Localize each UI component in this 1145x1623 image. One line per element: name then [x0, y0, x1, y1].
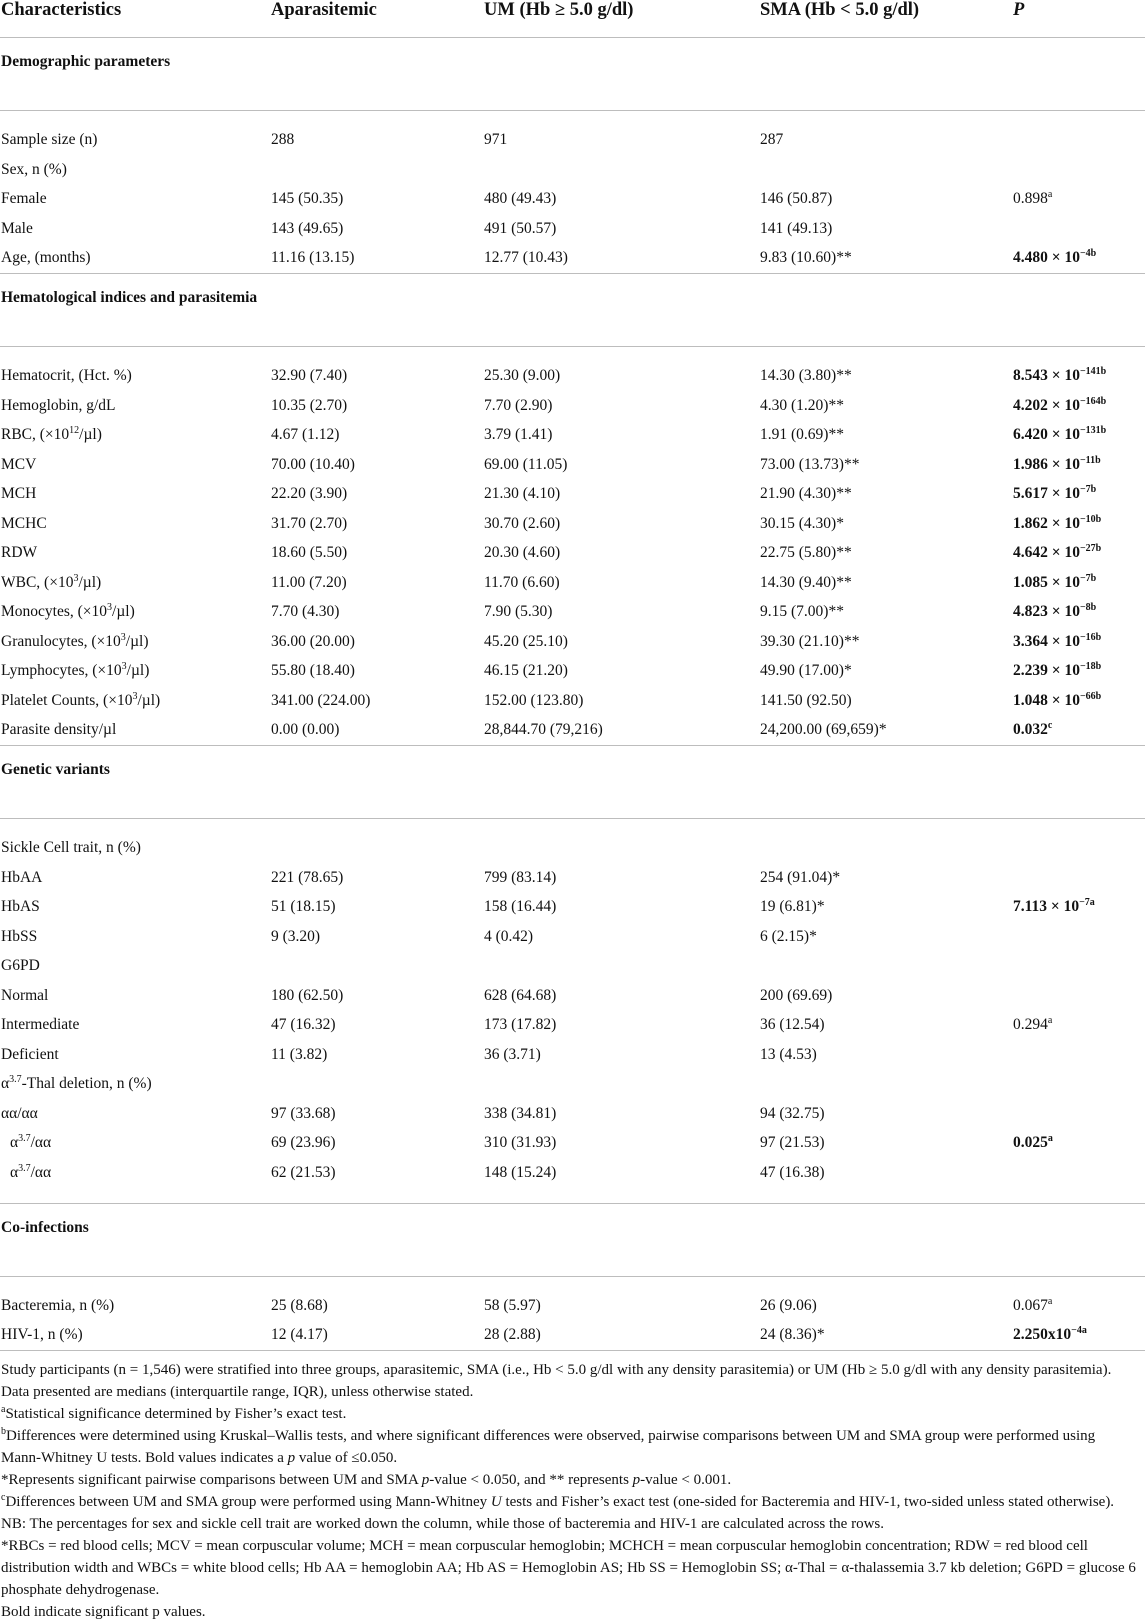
footnote: Data presented are medians (interquartil…	[1, 1384, 474, 1400]
section-demographic: Demographic parameters	[0, 37, 1145, 111]
header-aparasitemic: Aparasitemic	[270, 0, 483, 38]
table-row: Parasite density/µl 0.00 (0.00) 28,844.70 …	[1, 720, 1053, 739]
table-row: Deficient 11 (3.82) 36 (3.71) 13 (4.53)	[1, 1045, 817, 1063]
table-row: Granulocytes, (×103/µl) 36.00 (20.00) 45.…	[1, 631, 1102, 650]
table-row: MCHC 31.70 (2.70) 30.70 (2.60) 30.15 (4.30)…	[1, 513, 1102, 532]
table-row: Hematocrit, (Hct. %) 32.90 (7.40) 25.30 (9…	[1, 366, 1107, 385]
section-coinfections: Co-infections	[0, 1203, 1145, 1277]
characteristics-table: Characteristics Aparasitemic UM (Hb ≥ 5.…	[0, 0, 1145, 1351]
table-row: Intermediate 47 (16.32) 173 (17.82) 36 (12.…	[1, 1015, 1053, 1034]
table-row: Sickle Cell trait, n (%)	[1, 839, 141, 856]
table-row: Platelet Counts, (×103/µl) 341.00 (224.0…	[1, 690, 1102, 709]
footnote: aStatistical significance determined by …	[1, 1404, 347, 1423]
table-row: αα/αα 97 (33.68) 338 (34.81) 94 (32.75)	[1, 1104, 825, 1122]
footnote: *Represents significant pairwise compari…	[1, 1472, 732, 1488]
table-row: Age, (months) 11.16 (13.15) 12.77 (10.43) 9…	[1, 248, 1097, 267]
table-row: α3.7-Thal deletion, n (%)	[1, 1074, 152, 1093]
table-row: α3.7/αα 69 (23.96) 310 (31.93) 97 (21.53) …	[10, 1133, 1053, 1152]
table-row: Bacteremia, n (%) 25 (8.68) 58 (5.97) 26 (9…	[1, 1295, 1053, 1314]
table-row: HbAS 51 (18.15) 158 (16.44) 19 (6.81)* 7.11…	[1, 897, 1095, 916]
table-row: RBC, (×1012/µl) 4.67 (1.12) 3.79 (1.41) 1.…	[1, 425, 1107, 444]
table-row: HIV-1, n (%) 12 (4.17) 28 (2.88) 24 (8.36)*…	[0, 1320, 1145, 1351]
table-row: G6PD	[1, 957, 40, 975]
header-p: P	[1012, 0, 1145, 38]
table-row: Lymphocytes, (×103/µl) 55.80 (18.40) 46.1…	[1, 661, 1102, 680]
table-row: Hemoglobin, g/dL 10.35 (2.70) 7.70 (2.90) 4…	[1, 395, 1107, 414]
table-row: RDW 18.60 (5.50) 20.30 (4.60) 22.75 (5.80)*…	[1, 543, 1102, 562]
table-row: MCH 22.20 (3.90) 21.30 (4.10) 21.90 (4.30)*…	[1, 484, 1097, 503]
table-footnotes: Study participants (n = 1,546) were stra…	[0, 1351, 1145, 1623]
table-row: HbSS 9 (3.20) 4 (0.42) 6 (2.15)*	[1, 927, 817, 945]
table-row: Sex, n (%)	[1, 160, 67, 178]
footnote: cDifferences between UM and SMA group we…	[1, 1492, 1115, 1511]
section-genetic: Genetic variants	[0, 745, 1145, 819]
header-characteristics: Characteristics	[0, 0, 270, 38]
table-row: HbAA 221 (78.65) 799 (83.14) 254 (91.04)*	[1, 868, 841, 886]
table-row: Male 143 (49.65) 491 (50.57) 141 (49.13)	[1, 219, 833, 237]
footnote: Bold indicate significant p values.	[1, 1604, 206, 1620]
table-row: Female 145 (50.35) 480 (49.43) 146 (50.87) …	[1, 189, 1053, 208]
table-row: Sample size (n) 288 971 287	[1, 131, 784, 148]
footnote: *RBCs = red blood cells; MCV = mean corp…	[1, 1538, 1136, 1598]
table-row: MCV 70.00 (10.40) 69.00 (11.05) 73.00 (13.7…	[1, 454, 1101, 473]
table-row: WBC, (×103/µl) 11.00 (7.20) 11.70 (6.60) 1…	[1, 572, 1097, 591]
table-row: α3.7/αα 62 (21.53) 148 (15.24) 47 (16.38)	[10, 1162, 825, 1181]
footnote: Study participants (n = 1,546) were stra…	[1, 1362, 1112, 1378]
header-row: Characteristics Aparasitemic UM (Hb ≥ 5.…	[0, 0, 1145, 38]
table-row: Normal 180 (62.50) 628 (64.68) 200 (69.69)	[1, 986, 833, 1004]
footnote: bDifferences were determined using Krusk…	[1, 1426, 1096, 1467]
footnote: NB: The percentages for sex and sickle c…	[1, 1516, 885, 1532]
header-sma: SMA (Hb < 5.0 g/dl)	[759, 0, 1012, 38]
table-row: Monocytes, (×103/µl) 7.70 (4.30) 7.90 (5.…	[1, 602, 1097, 621]
header-um: UM (Hb ≥ 5.0 g/dl)	[483, 0, 759, 38]
section-hematological: Hematological indices and parasitemia	[0, 273, 1145, 347]
